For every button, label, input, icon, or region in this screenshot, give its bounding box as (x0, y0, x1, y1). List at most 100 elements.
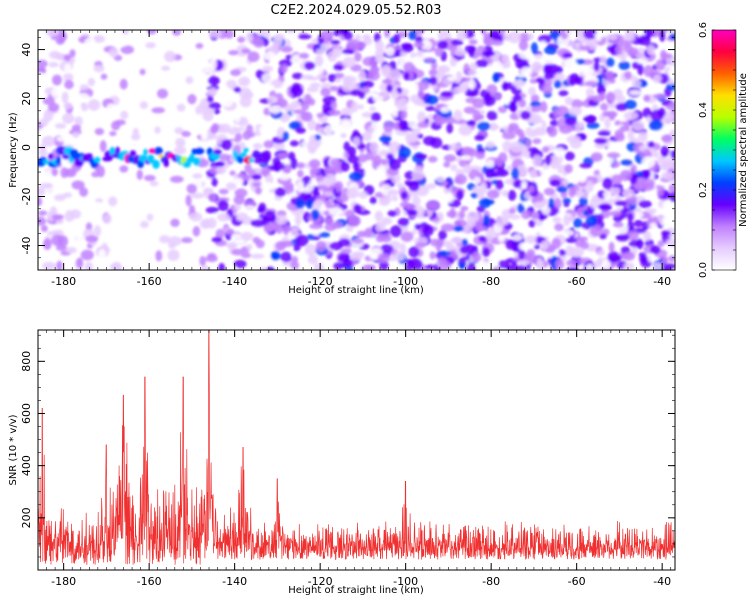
x-tick-label: -40 (653, 275, 671, 288)
spectrogram-cell (208, 102, 222, 109)
x-tick-label: -60 (568, 275, 586, 288)
spectrogram-cell (56, 260, 63, 270)
spectrogram-cell (209, 193, 217, 202)
spectrogram-cell (391, 106, 399, 117)
spectrogram-cell (38, 196, 43, 207)
figure-title: C2E2.2024.029.05.52.R03 (270, 3, 441, 18)
spectrogram-cell (299, 52, 310, 60)
spectrogram-cell (425, 95, 439, 105)
spectrogram-cell (309, 223, 323, 230)
spectrogram-cell (64, 210, 75, 222)
spectrogram-cell (611, 174, 623, 185)
spectrogram-cell (152, 159, 160, 169)
snr-series-line (38, 330, 675, 565)
spectrogram-cell (468, 39, 478, 45)
spectrogram-cell (502, 131, 516, 140)
spectrogram-cell (562, 197, 571, 204)
spectrogram-cell (463, 106, 476, 114)
spectrogram-cell (626, 230, 639, 241)
spectrogram-cell (495, 179, 504, 190)
spectrogram-cell (474, 192, 485, 199)
spectrogram-cell (366, 264, 376, 270)
spectrogram-cell (474, 73, 487, 79)
spectrogram-cell (188, 212, 203, 222)
spectrogram-cell (199, 255, 206, 267)
x-tick-label: -60 (568, 575, 586, 588)
spectrogram-cell (660, 49, 667, 61)
spectrogram-cell (143, 148, 149, 156)
spectrogram-cell (585, 215, 598, 227)
spectrogram-cell (274, 187, 286, 197)
spectrogram-cell (290, 261, 300, 270)
spectrogram-cell (477, 67, 485, 75)
spectrogram-cell (553, 147, 566, 158)
spectrogram-cell (329, 85, 339, 92)
spectrogram-cell (428, 69, 438, 76)
spectrogram-cell (146, 213, 154, 221)
spectrogram-cell (90, 201, 105, 213)
spectrogram-cell (382, 79, 393, 85)
spectrogram-cell (217, 213, 230, 222)
spectrogram-cell (216, 166, 227, 175)
spectrogram-cell (400, 109, 408, 120)
y-tick-label: -40 (20, 237, 33, 255)
spectrogram-cell (508, 214, 521, 220)
spectrogram-cell (458, 124, 473, 136)
spectrogram-cell (629, 195, 638, 206)
spectrogram-cell (305, 183, 314, 192)
spectrogram-cell (200, 131, 208, 141)
spectrogram-cell (461, 146, 472, 157)
spectrogram-cell (45, 30, 59, 37)
spectrogram-cell (443, 161, 451, 168)
spectrogram-cell (353, 161, 360, 171)
spectrogram-cell (414, 223, 421, 230)
spectrogram-cell (161, 65, 171, 71)
spectrogram-cell (304, 244, 317, 256)
spectrogram-cell (499, 43, 513, 56)
spectrogram-cell (623, 111, 638, 121)
spectrogram-cell (396, 182, 404, 189)
spectrogram-cell (545, 155, 552, 166)
spectrogram-cell (568, 106, 582, 116)
spectrogram-cell (369, 196, 377, 205)
spectrogram-cell (364, 169, 378, 177)
spectrogram-cell (207, 252, 217, 259)
spectrogram-cell (552, 216, 562, 224)
spectrogram-cell (476, 260, 490, 270)
spectrogram-cell (531, 106, 542, 113)
spectrogram-cell (386, 153, 394, 160)
spectrogram-cell (163, 157, 170, 168)
spectrogram-cell (60, 167, 69, 179)
spectrogram-cell (430, 238, 439, 247)
spectrogram-cell (181, 218, 195, 229)
spectrogram-cell (394, 250, 406, 262)
spectrogram-cell (643, 231, 652, 241)
spectrogram-cell (568, 186, 576, 198)
spectrogram-cell (412, 195, 421, 207)
spectrogram-cell (558, 90, 569, 97)
spectrogram-cell (668, 33, 675, 40)
spectrogram-cell (649, 222, 657, 229)
spectrogram-cell (291, 227, 299, 237)
spectrogram-cell (528, 185, 535, 193)
spectrogram-cell (446, 192, 454, 203)
spectrogram-cell (87, 99, 101, 111)
spectrogram-cell (308, 146, 317, 154)
spectrogram-cell (417, 111, 426, 123)
spectrogram-cell (652, 74, 662, 84)
spectrogram-cell (333, 30, 341, 37)
spectrogram-cell (406, 209, 418, 216)
spectrogram-cell (627, 130, 635, 140)
spectrogram-cell (187, 94, 197, 105)
spectrogram-cell (93, 225, 102, 237)
top-x-axis-label: Height of straight line (km) (288, 285, 424, 296)
spectrogram-cell (446, 123, 454, 134)
x-tick-label: -160 (137, 275, 162, 288)
spectrogram-cell (251, 174, 262, 181)
spectrogram-cell (243, 147, 249, 153)
spectrogram-cell (487, 189, 499, 199)
spectrogram-cell (38, 217, 47, 226)
spectrogram-cell (84, 261, 94, 270)
spectrogram-cell (589, 197, 600, 209)
spectrogram-cell (451, 39, 464, 46)
